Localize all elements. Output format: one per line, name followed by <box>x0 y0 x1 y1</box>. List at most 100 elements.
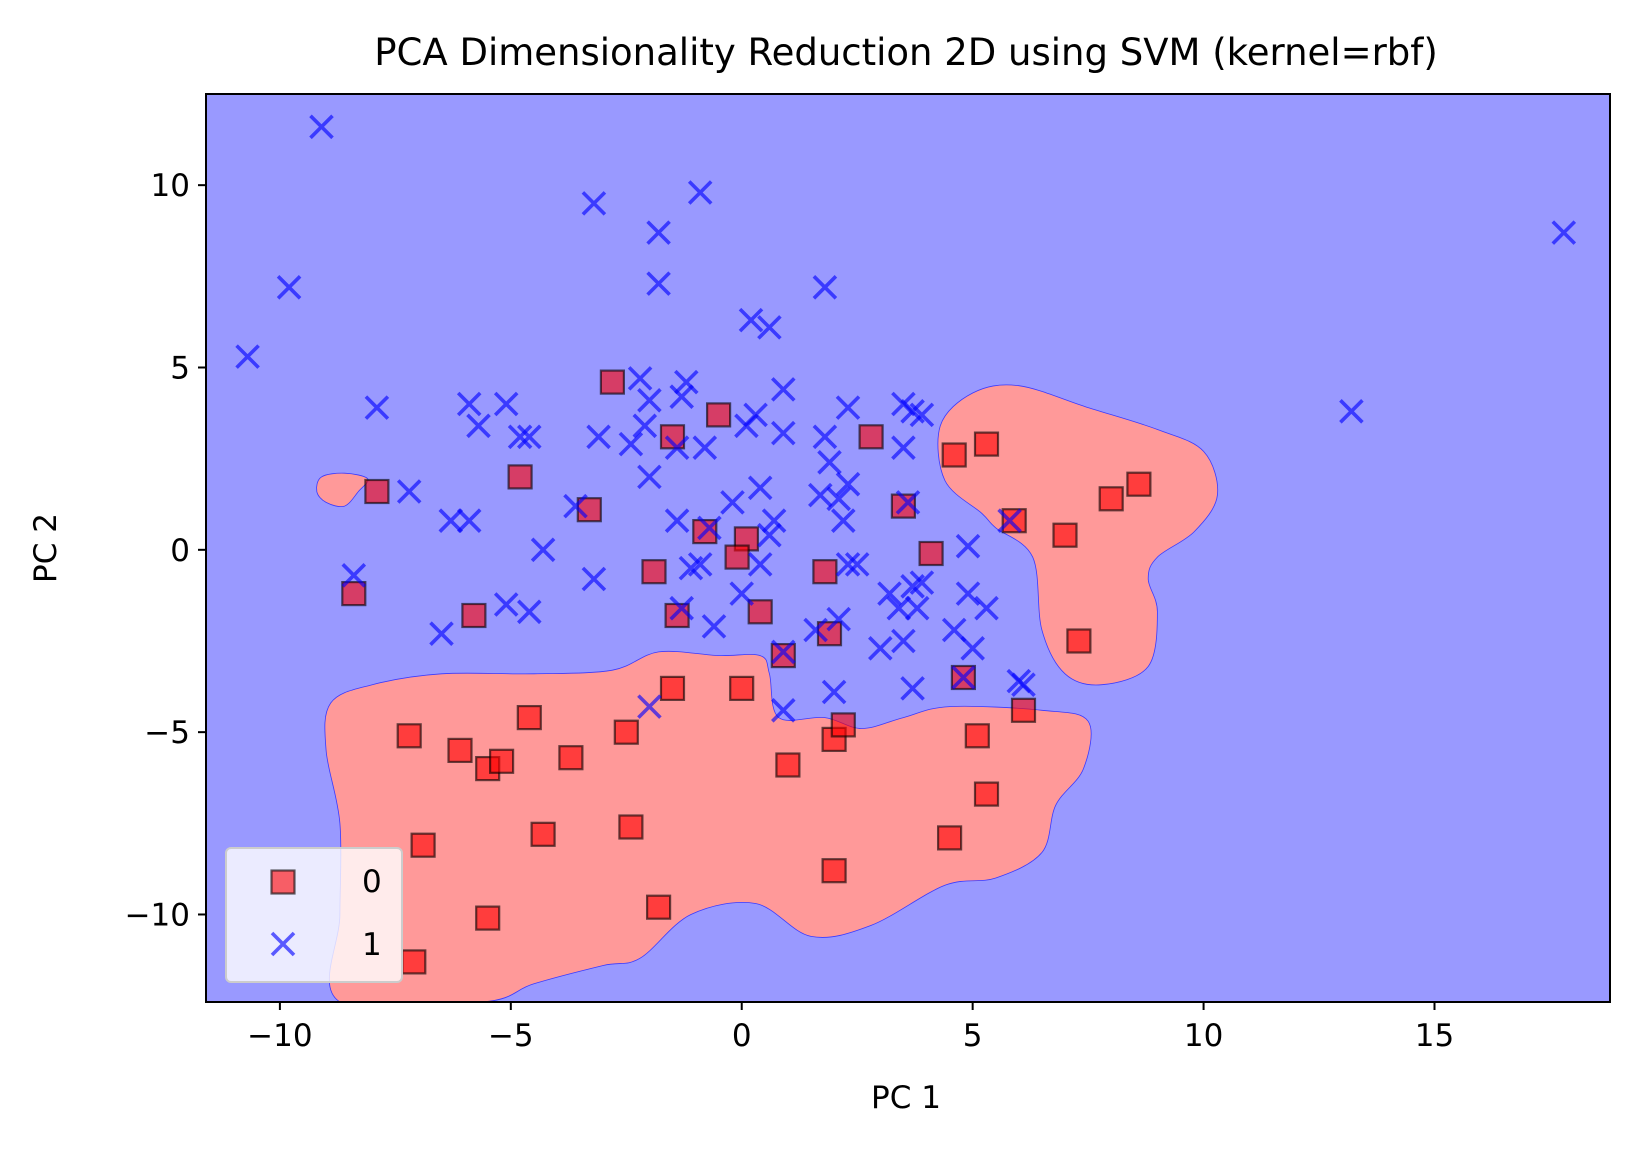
data-point-class-1 <box>895 490 921 515</box>
data-point-class-0 <box>747 599 773 625</box>
data-point-class-1 <box>817 450 842 475</box>
series-1-markers <box>235 114 1577 723</box>
data-point-class-1 <box>276 275 302 300</box>
data-point-class-0 <box>645 894 672 920</box>
x-axis-label: PC 1 <box>871 1080 941 1116</box>
data-point-class-1 <box>877 581 902 606</box>
legend-marker-x <box>270 931 296 957</box>
data-point-class-1 <box>771 639 796 665</box>
data-point-class-1 <box>456 391 482 417</box>
data-point-class-1 <box>456 508 482 533</box>
plot-area <box>206 94 1610 1002</box>
data-point-class-1 <box>697 515 722 541</box>
data-point-class-1 <box>771 377 796 402</box>
data-point-class-1 <box>581 566 607 592</box>
data-point-class-1 <box>563 493 588 519</box>
data-point-class-1 <box>396 479 422 504</box>
data-point-class-1 <box>341 563 367 588</box>
data-point-class-1 <box>364 395 390 420</box>
data-point-class-1 <box>771 698 796 723</box>
data-point-class-1 <box>747 475 773 501</box>
data-point-class-1 <box>941 617 967 643</box>
data-point-class-1 <box>812 424 838 450</box>
data-point-class-1 <box>729 581 754 606</box>
data-point-class-0 <box>516 704 542 731</box>
data-point-class-1 <box>955 533 981 559</box>
data-point-class-1 <box>586 424 611 450</box>
legend: 0 1 <box>225 847 403 983</box>
data-point-class-0 <box>475 905 501 931</box>
plot-frame <box>205 93 1611 1003</box>
data-point-class-1 <box>904 595 930 621</box>
data-point-class-1 <box>581 191 607 216</box>
data-point-class-1 <box>517 599 542 625</box>
data-point-class-1 <box>951 665 976 690</box>
data-point-class-0 <box>770 642 796 669</box>
data-point-class-1 <box>632 413 658 439</box>
y-tick-label: −5 <box>144 715 190 751</box>
data-point-class-0 <box>1066 628 1092 654</box>
legend-marker-square <box>270 869 296 895</box>
data-point-class-0 <box>461 602 487 629</box>
data-point-class-1 <box>646 220 671 245</box>
data-point-class-0 <box>1126 471 1152 497</box>
data-point-class-1 <box>974 595 999 621</box>
data-point-class-0 <box>973 431 1000 457</box>
legend-marker-x <box>270 931 296 957</box>
data-point-class-1 <box>812 275 838 300</box>
data-point-class-1 <box>886 595 912 621</box>
data-point-class-1 <box>771 420 796 446</box>
data-point-class-1 <box>808 482 833 508</box>
data-point-class-1 <box>720 490 745 515</box>
data-point-class-0 <box>705 402 732 428</box>
legend-label-0: 0 <box>362 864 382 900</box>
data-point-class-1 <box>757 522 782 548</box>
data-point-class-1 <box>664 435 690 460</box>
data-point-class-1 <box>687 552 713 577</box>
data-point-class-0 <box>936 825 963 851</box>
data-point-class-0 <box>1010 697 1037 723</box>
data-point-class-1 <box>835 471 861 497</box>
y-tick-label: −10 <box>125 897 190 933</box>
data-point-class-1 <box>826 606 851 632</box>
data-point-class-1 <box>674 369 699 395</box>
data-point-class-1 <box>743 402 768 428</box>
legend-marker-square <box>270 869 296 895</box>
data-point-class-1 <box>627 366 653 391</box>
data-point-class-1 <box>235 344 260 369</box>
data-point-class-1 <box>309 114 334 140</box>
data-point-class-1 <box>757 315 782 340</box>
data-point-class-0 <box>964 723 990 749</box>
data-point-class-0 <box>729 675 755 702</box>
data-point-class-1 <box>669 595 694 621</box>
y-tick-label: 10 <box>151 168 190 204</box>
data-point-class-0 <box>812 559 838 585</box>
data-point-class-0 <box>973 781 1000 807</box>
data-point-class-1 <box>507 424 533 450</box>
data-point-class-0 <box>489 748 515 774</box>
data-point-class-0 <box>613 719 639 745</box>
x-tick-label: −10 <box>247 1018 312 1054</box>
legend-box <box>225 847 403 983</box>
data-point-class-1 <box>618 431 644 457</box>
data-point-class-1 <box>821 679 847 705</box>
data-point-class-1 <box>664 508 690 533</box>
data-point-class-1 <box>669 384 694 409</box>
data-point-class-1 <box>891 435 916 460</box>
data-point-class-1 <box>493 391 519 417</box>
data-point-class-0 <box>1098 486 1124 512</box>
data-point-class-0 <box>364 478 390 505</box>
data-point-class-1 <box>891 628 916 654</box>
x-tick-label: 5 <box>963 1018 983 1054</box>
data-point-class-0 <box>341 580 367 607</box>
data-point-class-1 <box>900 676 925 701</box>
data-point-class-1 <box>955 581 981 606</box>
data-point-class-0 <box>530 821 556 847</box>
data-point-class-1 <box>646 271 671 296</box>
data-point-class-0 <box>401 949 427 975</box>
data-point-class-1 <box>701 614 727 639</box>
data-point-class-0 <box>941 442 967 468</box>
data-point-class-0 <box>396 723 422 749</box>
data-point-class-1 <box>530 537 556 563</box>
